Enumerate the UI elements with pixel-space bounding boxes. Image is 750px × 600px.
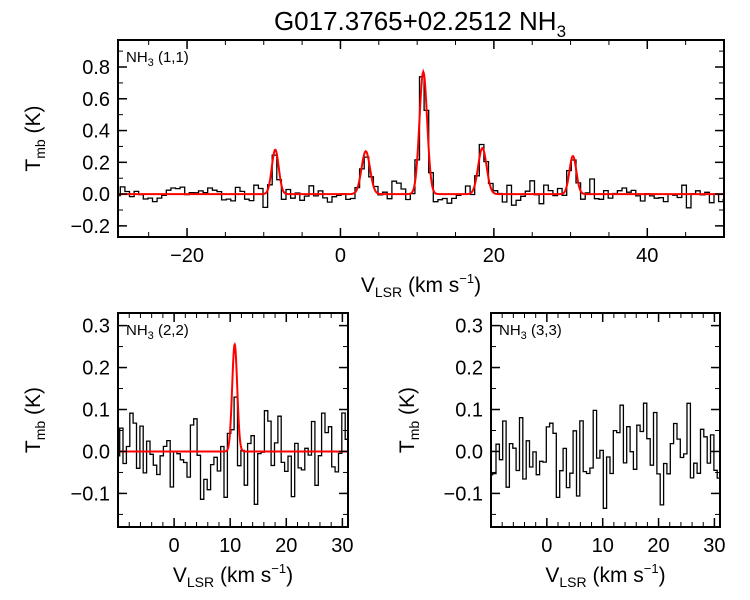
y-axis-title-main: T — [22, 159, 45, 172]
x-tick-label: −20 — [170, 245, 204, 267]
panel-label-main: NH — [126, 322, 148, 339]
panel-label: NH3 (2,2) — [126, 322, 189, 342]
fit-line — [118, 342, 348, 453]
spectrum-histogram — [118, 396, 348, 505]
y-tick-label: 0.2 — [82, 358, 110, 380]
y-axis-title-main: T — [22, 440, 45, 453]
panel-label-tail: (2,2) — [154, 322, 189, 339]
y-tick-label: 0.3 — [455, 316, 483, 338]
x-tick-label: 20 — [483, 245, 505, 267]
spectrum-histogram — [118, 76, 724, 209]
y-tick-label: −0.1 — [444, 483, 483, 505]
figure-title-subscript: 3 — [557, 22, 566, 41]
x-axis-title-unit: (km s — [402, 274, 459, 297]
y-tick-label: 0.8 — [82, 57, 110, 79]
x-tick-label: 0 — [169, 535, 180, 557]
panel-label: NH3 (3,3) — [499, 322, 562, 342]
x-tick-label: 20 — [647, 535, 669, 557]
y-tick-label: 0.2 — [82, 152, 110, 174]
y-axis-title-subscript: mb — [406, 421, 422, 441]
plot-frame — [490, 312, 721, 528]
y-axis-title-unit: (K) — [22, 105, 45, 139]
x-axis-title-subscript: LSR — [375, 284, 402, 300]
panel-label-tail: (3,3) — [527, 322, 562, 339]
y-axis-title: Tmb (K) — [396, 387, 422, 453]
plot-frame — [117, 39, 725, 238]
figure-title: G017.3765+02.2512 NH3 — [274, 6, 566, 41]
y-tick-label: 0.1 — [455, 400, 483, 422]
plot-frame — [117, 312, 349, 528]
x-tick-label: 10 — [219, 535, 241, 557]
y-tick-label: −0.1 — [71, 483, 110, 505]
x-axis-title-subscript: LSR — [187, 574, 214, 590]
x-tick-label: 10 — [592, 535, 614, 557]
y-axis-title-unit: (K) — [396, 387, 419, 421]
x-axis-title-end: ) — [659, 564, 666, 587]
panel-top: −20 0 20 40 −0.2 0.0 0.2 0.4 0.6 0.8 NH3 (1,1) VLSR… — [22, 39, 725, 300]
x-axis-title-unit: (km s — [214, 564, 271, 587]
y-tick-label: 0.0 — [82, 184, 110, 206]
x-tick-label: 0 — [335, 245, 346, 267]
x-tick-label: 40 — [636, 245, 658, 267]
y-axis-title-subscript: mb — [32, 421, 48, 441]
x-axis-title-end: ) — [286, 564, 293, 587]
y-tick-label: 0.4 — [82, 121, 110, 143]
y-axis-title: Tmb (K) — [22, 105, 48, 171]
x-tick-label: 0 — [541, 535, 552, 557]
y-tick-label: 0.2 — [455, 358, 483, 380]
x-axis-title-subscript: LSR — [559, 574, 586, 590]
y-tick-label: 0.0 — [82, 441, 110, 463]
y-tick-label: 0.0 — [455, 441, 483, 463]
x-axis-title-superscript: −1 — [271, 561, 286, 576]
y-axis-title-subscript: mb — [32, 139, 48, 159]
panel-label-main: NH — [499, 322, 521, 339]
y-tick-label: −0.2 — [71, 216, 110, 238]
spectrum-histogram — [491, 402, 720, 509]
x-axis-title: VLSR (km s−1) — [545, 561, 665, 590]
x-tick-label: 30 — [331, 535, 353, 557]
y-tick-label: 0.1 — [82, 400, 110, 422]
y-tick-label: 0.3 — [82, 316, 110, 338]
figure-title-main: G017.3765+02.2512 NH — [274, 6, 557, 36]
panel-label-subscript: 3 — [521, 330, 527, 342]
x-axis-title-main: V — [361, 274, 375, 297]
panel-bottom-right: 0 10 20 30 −0.1 0.0 0.1 0.2 0.3 NH3 (3,3) VLSR (km… — [396, 312, 726, 590]
x-axis-title-superscript: −1 — [459, 271, 474, 286]
panel-label-subscript: 3 — [148, 57, 154, 69]
x-tick-label: 20 — [275, 535, 297, 557]
panel-bottom-left: 0 10 20 30 −0.1 0.0 0.1 0.2 0.3 NH3 (2,2) VLSR (km… — [22, 312, 354, 590]
x-tick-label: 30 — [703, 535, 725, 557]
y-tick-label: 0.6 — [82, 89, 110, 111]
panel-label-main: NH — [126, 49, 148, 66]
y-axis-title-main: T — [396, 440, 419, 453]
x-axis-title-main: V — [173, 564, 187, 587]
x-axis-title-superscript: −1 — [644, 561, 659, 576]
panel-label-tail: (1,1) — [154, 49, 189, 66]
y-axis-title: Tmb (K) — [22, 387, 48, 453]
x-axis-title-main: V — [545, 564, 559, 587]
fit-line — [118, 68, 724, 196]
panel-label-subscript: 3 — [148, 330, 154, 342]
x-axis-title: VLSR (km s−1) — [361, 271, 481, 300]
x-axis-title-unit: (km s — [587, 564, 644, 587]
x-axis-title-end: ) — [474, 274, 481, 297]
y-axis-title-unit: (K) — [22, 387, 45, 421]
panel-label: NH3 (1,1) — [126, 49, 189, 69]
x-axis-title: VLSR (km s−1) — [173, 561, 293, 590]
